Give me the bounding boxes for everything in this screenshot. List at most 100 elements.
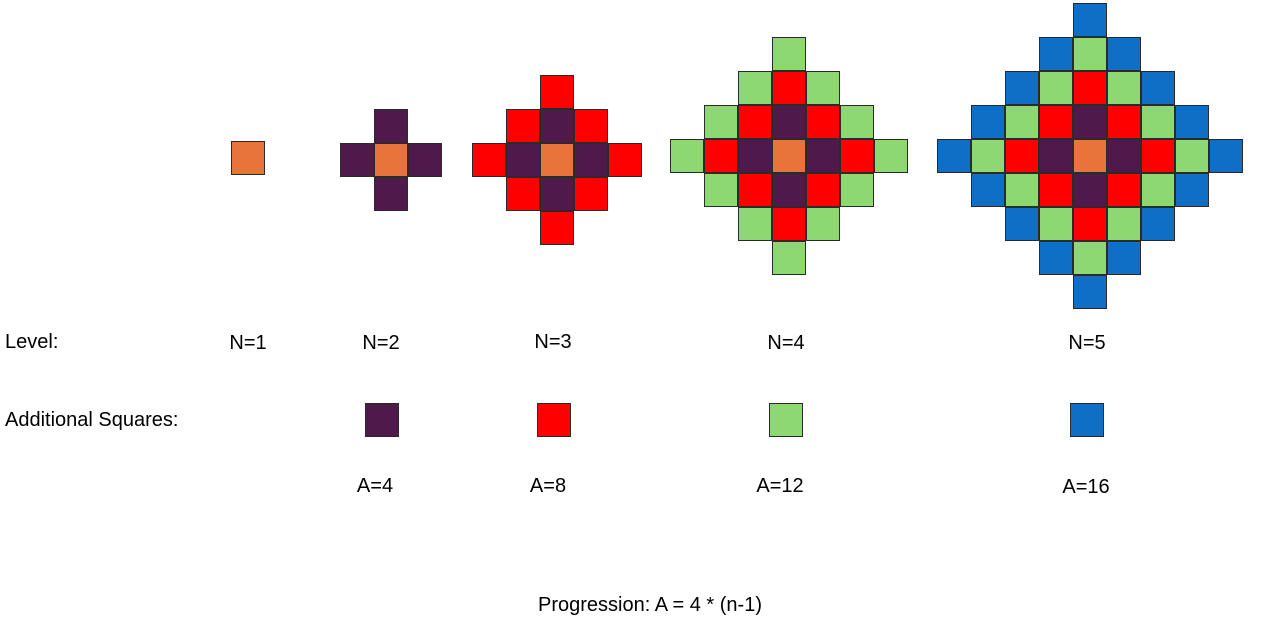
square-ring-4 [1107, 207, 1141, 241]
square-ring-2 [340, 143, 374, 177]
square-ring-2 [540, 177, 574, 211]
square-ring-4 [806, 71, 840, 105]
square-ring-3 [540, 211, 574, 245]
square-ring-3 [806, 105, 840, 139]
square-ring-2 [738, 139, 772, 173]
square-ring-5 [971, 173, 1005, 207]
square-ring-5 [1005, 207, 1039, 241]
square-ring-1 [374, 143, 408, 177]
square-ring-2 [1107, 139, 1141, 173]
square-ring-4 [772, 241, 806, 275]
level-5-a-label: A=16 [1062, 476, 1110, 498]
square-ring-3 [574, 109, 608, 143]
square-ring-1 [231, 141, 265, 175]
square-ring-5 [971, 105, 1005, 139]
square-ring-2 [1073, 173, 1107, 207]
level-4-a-label: A=12 [756, 475, 804, 497]
level-2-a-label: A=4 [356, 475, 394, 497]
square-ring-4 [971, 139, 1005, 173]
additional-squares-row-label: Additional Squares: [5, 409, 179, 431]
square-ring-2 [1073, 105, 1107, 139]
square-ring-4 [1107, 71, 1141, 105]
square-ring-1 [540, 143, 574, 177]
square-ring-3 [1107, 173, 1141, 207]
square-ring-3 [772, 207, 806, 241]
square-ring-3 [738, 105, 772, 139]
swatch-level-4 [769, 403, 803, 437]
square-ring-5 [937, 139, 971, 173]
square-ring-4 [704, 173, 738, 207]
level-4-n-label: N=4 [767, 332, 805, 354]
level-1-n-label: N=1 [229, 332, 267, 354]
level-2-n-label: N=2 [362, 332, 400, 354]
square-ring-5 [1141, 71, 1175, 105]
square-ring-4 [704, 105, 738, 139]
square-ring-3 [1073, 71, 1107, 105]
square-ring-5 [1175, 173, 1209, 207]
square-ring-4 [1073, 37, 1107, 71]
square-ring-3 [1005, 139, 1039, 173]
square-ring-3 [840, 139, 874, 173]
square-ring-4 [1039, 71, 1073, 105]
square-ring-1 [772, 139, 806, 173]
square-ring-2 [772, 105, 806, 139]
square-ring-3 [1039, 173, 1073, 207]
square-ring-2 [374, 109, 408, 143]
square-ring-3 [1141, 139, 1175, 173]
square-ring-3 [1039, 105, 1073, 139]
square-ring-5 [1073, 3, 1107, 37]
square-ring-3 [608, 143, 642, 177]
square-ring-4 [1039, 207, 1073, 241]
square-ring-5 [1107, 241, 1141, 275]
square-ring-3 [772, 71, 806, 105]
swatch-level-3 [537, 403, 571, 437]
square-ring-4 [1141, 173, 1175, 207]
square-ring-4 [772, 37, 806, 71]
square-ring-5 [1039, 37, 1073, 71]
level-row-label: Level: [5, 331, 59, 353]
square-ring-4 [738, 207, 772, 241]
square-ring-4 [670, 139, 704, 173]
level-3-a-label: A=8 [529, 475, 567, 497]
square-ring-5 [1141, 207, 1175, 241]
square-ring-4 [1073, 241, 1107, 275]
square-ring-4 [1005, 173, 1039, 207]
square-ring-2 [806, 139, 840, 173]
square-ring-3 [540, 75, 574, 109]
square-ring-4 [1141, 105, 1175, 139]
square-ring-2 [574, 143, 608, 177]
swatch-level-5 [1070, 403, 1104, 437]
progression-formula: Progression: A = 4 * (n-1) [537, 594, 763, 616]
square-ring-2 [540, 109, 574, 143]
square-ring-3 [1073, 207, 1107, 241]
square-ring-3 [806, 173, 840, 207]
square-ring-1 [1073, 139, 1107, 173]
square-ring-3 [704, 139, 738, 173]
swatch-level-2 [365, 403, 399, 437]
square-ring-4 [738, 71, 772, 105]
square-ring-4 [806, 207, 840, 241]
square-ring-4 [1175, 139, 1209, 173]
square-ring-5 [1005, 71, 1039, 105]
square-ring-2 [1039, 139, 1073, 173]
square-ring-5 [1039, 241, 1073, 275]
square-ring-3 [472, 143, 506, 177]
level-5-n-label: N=5 [1068, 332, 1106, 354]
level-3-n-label: N=3 [534, 331, 572, 353]
square-ring-2 [374, 177, 408, 211]
square-ring-3 [1107, 105, 1141, 139]
square-ring-3 [574, 177, 608, 211]
square-ring-5 [1175, 105, 1209, 139]
square-ring-5 [1209, 139, 1243, 173]
square-ring-3 [506, 109, 540, 143]
square-ring-4 [840, 173, 874, 207]
square-ring-3 [738, 173, 772, 207]
square-ring-4 [840, 105, 874, 139]
square-ring-3 [506, 177, 540, 211]
square-ring-2 [506, 143, 540, 177]
square-ring-4 [1005, 105, 1039, 139]
square-ring-5 [1107, 37, 1141, 71]
square-ring-5 [1073, 275, 1107, 309]
square-ring-2 [772, 173, 806, 207]
square-ring-2 [408, 143, 442, 177]
